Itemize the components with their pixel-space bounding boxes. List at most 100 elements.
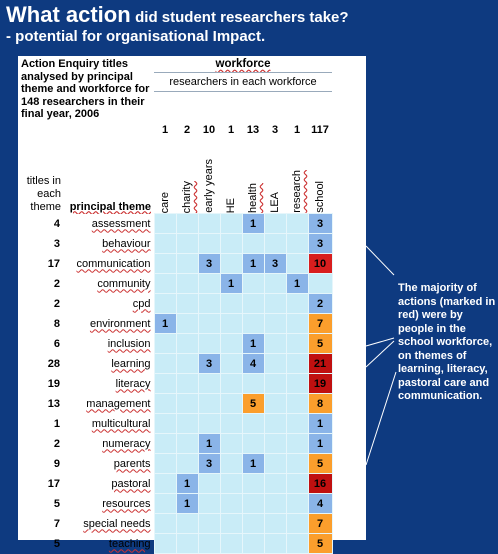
theme-count: 2 [53,297,60,310]
theme-name: numeracy [102,437,151,450]
column-count: 3 [271,123,279,136]
data-cell [219,293,243,314]
theme-count: 9 [53,457,60,470]
title-small: did student researchers take? [135,9,349,26]
data-cell [175,413,199,434]
table-row: 7 special needs 7 [18,513,333,534]
theme-count: 2 [53,277,60,290]
theme-name: community [97,277,151,290]
theme-name: pastoral [111,477,151,490]
titles-header: titles in each theme [26,174,61,213]
theme-count: 28 [47,357,60,370]
data-cell: 10 [307,253,333,274]
data-cell [153,433,177,454]
data-cell [175,293,199,314]
column-count: 1 [227,123,235,136]
table-row: 1 multicultural 1 [18,413,333,434]
table-row: 8 environment 1 7 [18,313,333,334]
column-count: 10 [202,123,216,136]
theme-count: 17 [47,477,60,490]
data-cell [175,513,199,534]
theme-count: 3 [53,237,60,250]
data-cell [263,433,287,454]
data-cell: 4 [307,493,333,514]
data-cell [285,453,309,474]
theme-count: 13 [47,397,60,410]
data-cell [219,213,243,234]
data-cell: 1 [219,273,243,294]
theme-name: management [86,397,151,410]
theme-name: special needs [83,517,151,530]
data-cell [197,333,221,354]
data-cell: 7 [307,513,333,534]
annotation-note: The majority of actions (marked in red) … [398,282,496,402]
theme-count: 7 [53,517,60,530]
data-cell [285,353,309,374]
theme-name: inclusion [107,337,151,350]
data-cell: 3 [307,233,333,254]
theme-name: literacy [115,377,151,390]
data-cell [285,413,309,434]
table-row: 2 community 1 1 [18,273,333,294]
data-cell: 5 [307,333,333,354]
data-cell [263,273,287,294]
data-cell [285,493,309,514]
data-cell [219,233,243,254]
table-panel: Action Enquiry titles analysed by princi… [18,56,366,554]
data-cell [285,213,309,234]
table-row: 5 resources 1 4 [18,493,333,514]
theme-count: 6 [53,337,60,350]
data-cell: 1 [241,253,265,274]
data-cell: 1 [285,273,309,294]
title-big: What action [6,2,131,27]
table-row: 2 numeracy 1 1 [18,433,333,454]
table-row: 17 communication 3 1 3 10 [18,253,333,274]
theme-name: assessment [91,217,151,230]
data-cell [263,353,287,374]
data-cell [219,353,243,374]
data-cell [241,433,265,454]
theme-name: behaviour [102,237,151,250]
data-cell [197,473,221,494]
data-cell: 19 [307,373,333,394]
table-row: 4 assessment 1 3 [18,213,333,234]
data-cell: 8 [307,393,333,414]
theme-name: communication [76,257,151,270]
theme-name: parents [113,457,151,470]
data-cell [263,513,287,534]
table-row: 6 inclusion 1 5 [18,333,333,354]
slide-subtitle: - potential for organisational Impact. [6,28,266,45]
data-cell [263,293,287,314]
data-cell [241,493,265,514]
column-count: 13 [246,123,260,136]
table-row: 19 literacy 19 [18,373,333,394]
data-cell: 2 [307,293,333,314]
data-cell: 5 [307,453,333,474]
data-cell [175,273,199,294]
data-cell [153,353,177,374]
data-cell [197,273,221,294]
column-count: 1 [293,123,301,136]
data-cell [175,353,199,374]
data-cell [307,273,333,294]
data-cell [285,293,309,314]
data-cell [241,373,265,394]
data-cell [153,233,177,254]
table-row: 17 pastoral 1 16 [18,473,333,494]
data-cell: 1 [241,453,265,474]
theme-count: 5 [53,497,60,510]
data-cell [285,393,309,414]
slide-title: What action did student researchers take… [6,2,349,28]
theme-name: learning [111,357,151,370]
theme-count: 8 [53,317,60,330]
data-cell [285,373,309,394]
data-cell [197,513,221,534]
column-count: 1 [161,123,169,136]
theme-count: 2 [53,437,60,450]
theme-name: resources [102,497,151,510]
data-cell [219,513,243,534]
data-cell: 1 [307,413,333,434]
theme-count: 1 [53,417,60,430]
data-cell: 1 [175,493,199,514]
